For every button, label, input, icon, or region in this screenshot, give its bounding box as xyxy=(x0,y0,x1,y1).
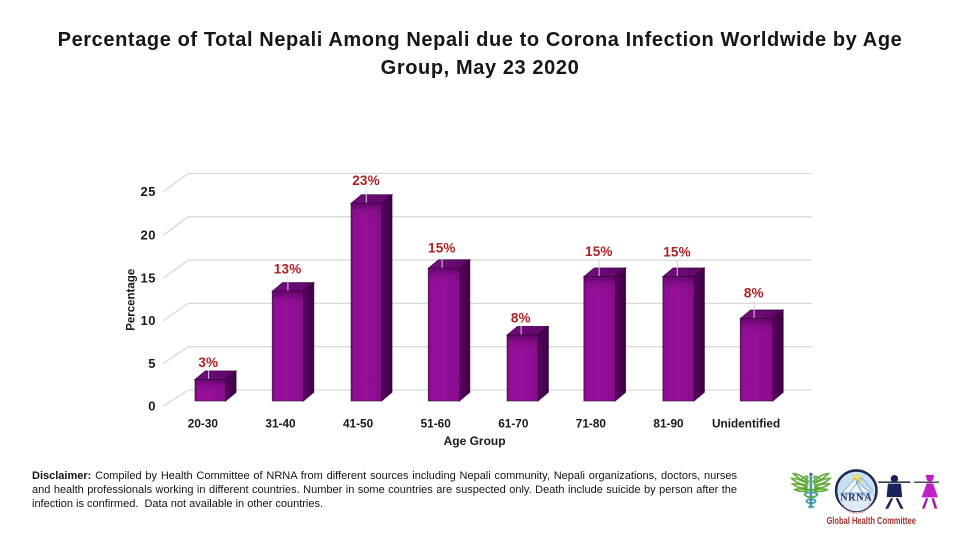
svg-text:41-50: 41-50 xyxy=(343,416,374,430)
svg-text:23%: 23% xyxy=(352,173,380,188)
svg-text:15%: 15% xyxy=(663,245,691,260)
svg-text:Unidentified: Unidentified xyxy=(712,416,780,430)
svg-text:Percentage: Percentage xyxy=(125,269,137,331)
svg-text:Global Health Committee: Global Health Committee xyxy=(826,516,916,527)
svg-text:25: 25 xyxy=(141,184,156,199)
svg-text:20-30: 20-30 xyxy=(188,416,219,430)
svg-text:Non Resident Nepali Associatio: Non Resident Nepali Association xyxy=(0,0,873,515)
svg-text:15: 15 xyxy=(141,270,156,285)
svg-text:15%: 15% xyxy=(428,241,456,256)
svg-text:61-70: 61-70 xyxy=(498,416,529,430)
svg-text:3%: 3% xyxy=(198,355,218,370)
svg-text:5: 5 xyxy=(148,356,156,371)
svg-text:NRNA: NRNA xyxy=(840,493,872,504)
svg-text:31-40: 31-40 xyxy=(265,416,296,430)
svg-text:20: 20 xyxy=(141,228,156,243)
svg-text:51-60: 51-60 xyxy=(421,416,452,430)
svg-text:81-90: 81-90 xyxy=(653,416,684,430)
svg-text:Age Group: Age Group xyxy=(444,434,506,448)
svg-text:15%: 15% xyxy=(585,244,613,259)
svg-text:13%: 13% xyxy=(274,262,302,277)
svg-text:0: 0 xyxy=(148,399,156,414)
svg-text:71-80: 71-80 xyxy=(576,416,607,430)
svg-text:8%: 8% xyxy=(744,286,764,301)
svg-text:8%: 8% xyxy=(511,311,531,326)
svg-text:10: 10 xyxy=(141,313,156,328)
